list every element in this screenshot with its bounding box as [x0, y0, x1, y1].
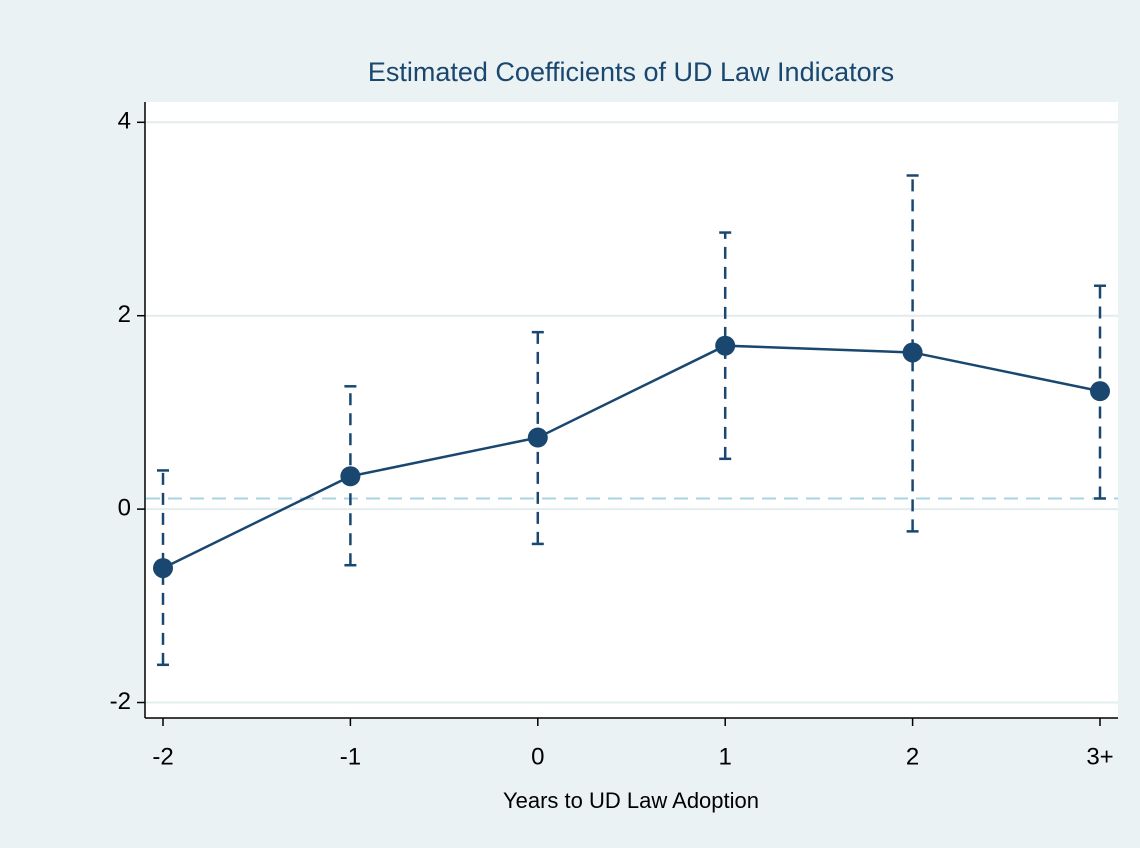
x-tick-label: 3+	[1086, 743, 1113, 770]
x-tick-label: 2	[906, 743, 919, 770]
series-line	[162, 344, 1101, 570]
x-tick-label: -2	[152, 743, 173, 770]
x-tick-label: 1	[719, 743, 732, 770]
data-point	[527, 427, 548, 448]
x-tick-label: -1	[340, 743, 361, 770]
x-tick-label: 0	[531, 743, 544, 770]
x-axis-title: Years to UD Law Adoption	[503, 788, 759, 813]
data-point	[153, 558, 173, 579]
plot-area	[145, 102, 1118, 718]
y-tick-label: 2	[118, 301, 131, 328]
data-point	[1090, 381, 1110, 402]
y-tick-label: 4	[118, 108, 131, 135]
chart-title: Estimated Coefficients of UD Law Indicat…	[368, 57, 894, 87]
data-point	[902, 342, 923, 363]
y-tick-label: -2	[110, 688, 131, 715]
data-point	[340, 466, 361, 487]
data-point	[715, 335, 736, 356]
y-tick-label: 0	[118, 494, 131, 521]
